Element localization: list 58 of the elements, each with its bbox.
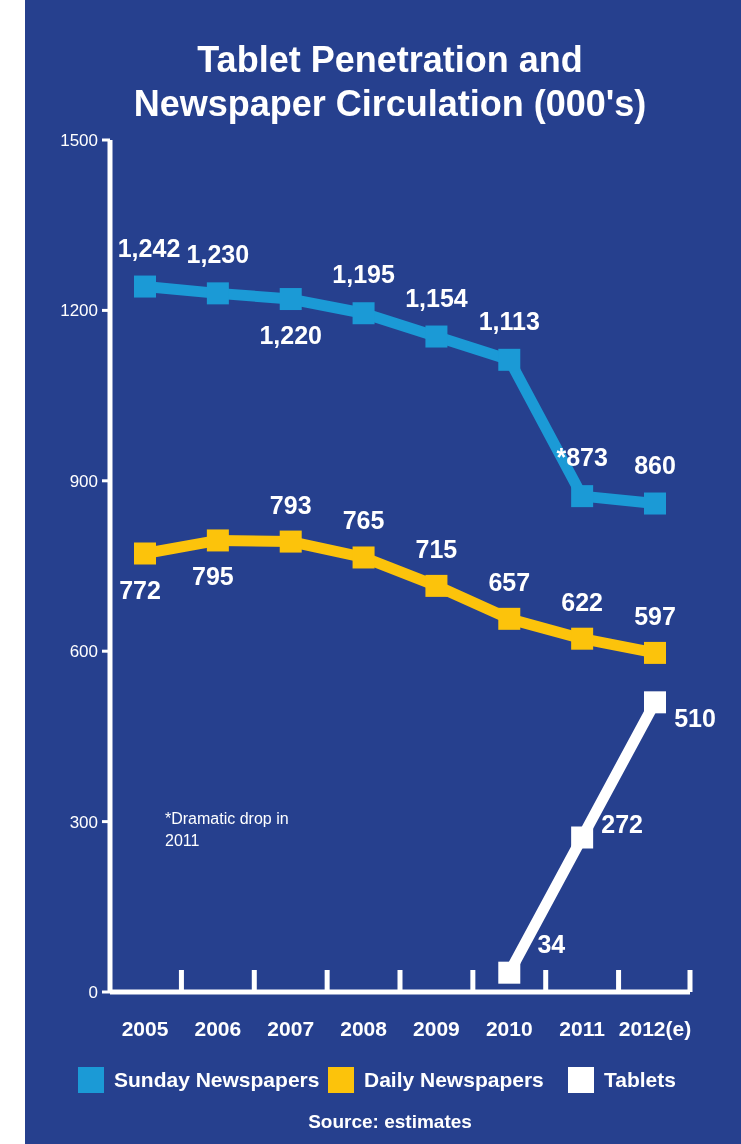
point (644, 492, 666, 515)
chart-title: Tablet Penetration and Newspaper Circulation (000's) (133, 39, 647, 124)
point (352, 546, 375, 569)
x-tick-label: 2006 (194, 1017, 242, 1040)
point (571, 627, 594, 650)
data-label: 622 (561, 587, 603, 616)
x-tick-label: 2011 (559, 1017, 606, 1040)
point (571, 826, 594, 849)
point (425, 325, 448, 348)
data-label: 793 (269, 490, 312, 519)
data-label: 34 (537, 929, 566, 958)
point (206, 282, 229, 305)
data-label: 657 (488, 567, 531, 596)
point (498, 607, 521, 630)
data-label: 765 (342, 506, 385, 535)
data-label: 510 (674, 704, 716, 733)
point (498, 348, 521, 371)
data-label: 795 (192, 562, 234, 591)
data-label: 1,113 (478, 306, 540, 335)
point (498, 961, 521, 984)
x-tick-label: 2005 (121, 1017, 169, 1040)
data-label: 715 (415, 534, 458, 563)
y-tick-label: 600 (69, 642, 98, 662)
data-label: 1,230 (186, 240, 250, 269)
y-tick-label: 1500 (60, 130, 98, 150)
x-tick-label: 2010 (485, 1017, 533, 1040)
point (134, 542, 156, 565)
point (571, 485, 594, 508)
x-tick-label: 2012(e) (618, 1017, 692, 1040)
y-tick-label: 300 (69, 812, 98, 832)
legend-label: Daily Newspapers (364, 1068, 544, 1092)
point (134, 275, 156, 298)
point (279, 530, 302, 553)
y-tick-label: 1200 (60, 301, 98, 321)
x-tick-label: 2009 (413, 1017, 460, 1040)
data-label: 860 (634, 450, 676, 479)
point (206, 529, 229, 552)
x-tick-label: 2008 (340, 1017, 388, 1040)
point (425, 574, 448, 597)
point (352, 302, 375, 325)
point (644, 641, 666, 664)
legend-label: Sunday Newspapers (114, 1068, 320, 1092)
data-label: 272 (601, 809, 643, 838)
y-tick-label: 0 (88, 982, 98, 1002)
legend-label: Tablets (604, 1068, 676, 1092)
data-label: 772 (119, 575, 161, 604)
point (279, 288, 302, 311)
annotation: *Dramatic drop in 2011 (165, 810, 289, 849)
data-label: 1,154 (405, 283, 468, 312)
data-label: *873 (556, 443, 608, 472)
data-label: 1,220 (259, 321, 322, 350)
x-tick-label: 2007 (267, 1017, 315, 1040)
point (644, 691, 666, 714)
data-label: 1,242 (117, 233, 181, 262)
y-tick-label: 900 (69, 471, 98, 491)
source-note: Source: estimates (308, 1111, 472, 1132)
data-label: 597 (634, 601, 676, 630)
data-label: 1,195 (332, 260, 395, 289)
